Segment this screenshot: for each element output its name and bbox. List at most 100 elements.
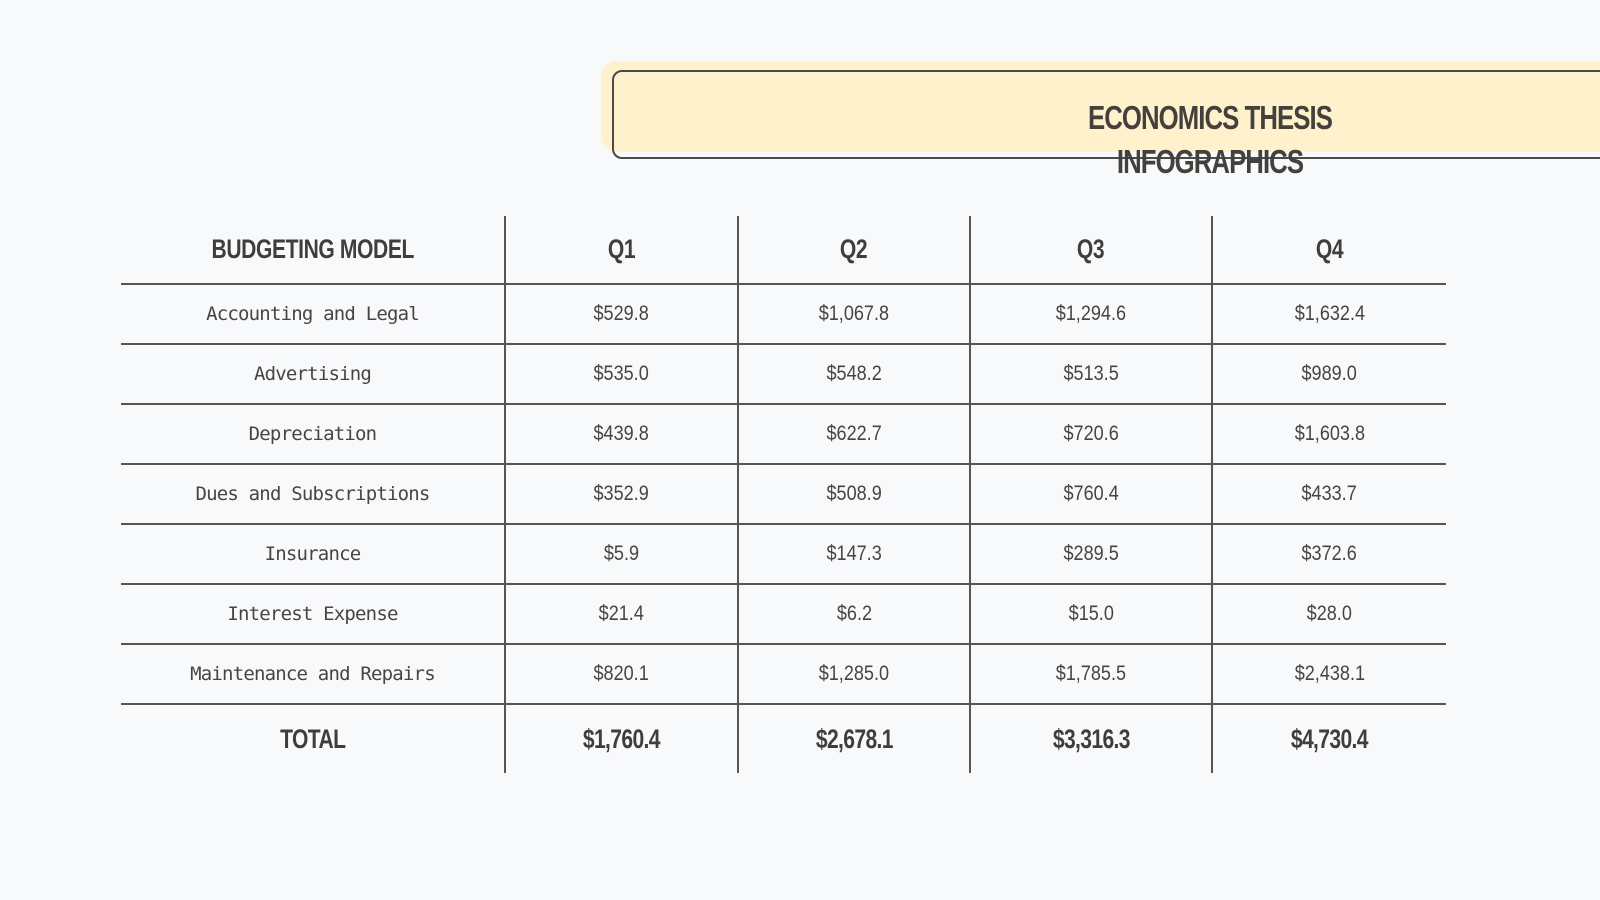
value-cell: $548.2: [739, 345, 971, 403]
total-value-cell: $1,760.4: [506, 705, 739, 773]
value: $535.0: [593, 362, 650, 385]
row-label-cell: Interest Expense: [121, 585, 506, 643]
row-label: Advertising: [253, 363, 372, 385]
total-value-cell: $3,316.3: [971, 705, 1213, 773]
value: $28.0: [1306, 602, 1353, 625]
value-cell: $2,438.1: [1213, 645, 1446, 703]
value-cell: $1,785.5: [971, 645, 1213, 703]
total-value: $3,316.3: [1052, 723, 1130, 754]
value-cell: $1,294.6: [971, 285, 1213, 343]
header-label: Q4: [1315, 234, 1344, 264]
budget-table: BUDGETING MODEL Q1 Q2 Q3 Q4 Accounting a…: [121, 216, 1446, 773]
row-label-cell: Dues and Subscriptions: [121, 465, 506, 523]
value-cell: $760.4: [971, 465, 1213, 523]
value-cell: $720.6: [971, 405, 1213, 463]
total-value-cell: $2,678.1: [739, 705, 971, 773]
value-cell: $513.5: [971, 345, 1213, 403]
value: $548.2: [826, 362, 882, 385]
value: $508.9: [826, 482, 882, 505]
value: $529.8: [593, 302, 650, 325]
value-cell: $352.9: [506, 465, 739, 523]
value: $760.4: [1063, 482, 1119, 505]
total-value: $4,730.4: [1290, 723, 1369, 754]
row-label-cell: Accounting and Legal: [121, 285, 506, 343]
value: $513.5: [1063, 362, 1119, 385]
row-label-cell: Depreciation: [121, 405, 506, 463]
value-cell: $372.6: [1213, 525, 1446, 583]
value: $2,438.1: [1294, 662, 1365, 685]
value: $433.7: [1301, 482, 1358, 505]
table-row: Accounting and Legal $529.8 $1,067.8 $1,…: [121, 285, 1446, 345]
value: $1,285.0: [818, 662, 890, 685]
value-cell: $289.5: [971, 525, 1213, 583]
header-cell-q1: Q1: [506, 216, 739, 283]
value-cell: $5.9: [506, 525, 739, 583]
value: $372.6: [1301, 542, 1358, 565]
total-value: $1,760.4: [582, 723, 661, 754]
row-label: Insurance: [264, 543, 362, 565]
table-row: Advertising $535.0 $548.2 $513.5 $989.0: [121, 345, 1446, 405]
page-title: ECONOMICS THESIS INFOGRAPHICS: [1088, 99, 1333, 180]
total-value: $2,678.1: [815, 723, 893, 754]
value: $21.4: [598, 602, 645, 625]
value-cell: $15.0: [971, 585, 1213, 643]
value: $352.9: [593, 482, 650, 505]
value-cell: $1,067.8: [739, 285, 971, 343]
table-row: Dues and Subscriptions $352.9 $508.9 $76…: [121, 465, 1446, 525]
total-value-cell: $4,730.4: [1213, 705, 1446, 773]
row-label-cell: Advertising: [121, 345, 506, 403]
row-label-cell: Insurance: [121, 525, 506, 583]
table-header-row: BUDGETING MODEL Q1 Q2 Q3 Q4: [121, 216, 1446, 285]
header-label: BUDGETING MODEL: [211, 234, 414, 264]
header-cell-budgeting-model: BUDGETING MODEL: [121, 216, 506, 283]
header-cell-q4: Q4: [1213, 216, 1446, 283]
title-banner-outline: [612, 70, 1600, 159]
header-label: Q1: [607, 234, 636, 264]
value: $1,294.6: [1055, 302, 1127, 325]
header-cell-q2: Q2: [739, 216, 971, 283]
row-label: Accounting and Legal: [206, 303, 420, 325]
row-label: Depreciation: [248, 423, 377, 445]
value-cell: $535.0: [506, 345, 739, 403]
row-label: Interest Expense: [227, 603, 398, 625]
total-label-cell: TOTAL: [121, 705, 506, 773]
header-label: Q3: [1077, 234, 1105, 264]
value-cell: $508.9: [739, 465, 971, 523]
value-cell: $529.8: [506, 285, 739, 343]
row-label-cell: Maintenance and Repairs: [121, 645, 506, 703]
value-cell: $147.3: [739, 525, 971, 583]
value-cell: $622.7: [739, 405, 971, 463]
table-row: Insurance $5.9 $147.3 $289.5 $372.6: [121, 525, 1446, 585]
table-row: Interest Expense $21.4 $6.2 $15.0 $28.0: [121, 585, 1446, 645]
value-cell: $439.8: [506, 405, 739, 463]
value: $5.9: [603, 542, 640, 565]
value: $439.8: [593, 422, 650, 445]
value: $622.7: [826, 422, 882, 445]
table-row: Depreciation $439.8 $622.7 $720.6 $1,603…: [121, 405, 1446, 465]
total-label: TOTAL: [279, 723, 346, 754]
value: $6.2: [836, 602, 872, 625]
value-cell: $1,603.8: [1213, 405, 1446, 463]
value: $720.6: [1063, 422, 1119, 445]
value: $1,603.8: [1294, 422, 1365, 445]
value: $820.1: [593, 662, 650, 685]
value-cell: $989.0: [1213, 345, 1446, 403]
header-cell-q3: Q3: [971, 216, 1213, 283]
value: $15.0: [1068, 602, 1114, 625]
value-cell: $1,632.4: [1213, 285, 1446, 343]
row-label: Maintenance and Repairs: [190, 663, 436, 685]
value: $147.3: [826, 542, 882, 565]
value: $1,785.5: [1055, 662, 1127, 685]
value-cell: $820.1: [506, 645, 739, 703]
value: $989.0: [1301, 362, 1358, 385]
header-label: Q2: [840, 234, 868, 264]
value-cell: $21.4: [506, 585, 739, 643]
value: $289.5: [1063, 542, 1119, 565]
table-total-row: TOTAL $1,760.4 $2,678.1 $3,316.3 $4,730.…: [121, 705, 1446, 773]
title-banner-background: [601, 61, 1600, 152]
table-row: Maintenance and Repairs $820.1 $1,285.0 …: [121, 645, 1446, 705]
value-cell: $433.7: [1213, 465, 1446, 523]
value: $1,632.4: [1294, 302, 1365, 325]
value-cell: $1,285.0: [739, 645, 971, 703]
value-cell: $6.2: [739, 585, 971, 643]
